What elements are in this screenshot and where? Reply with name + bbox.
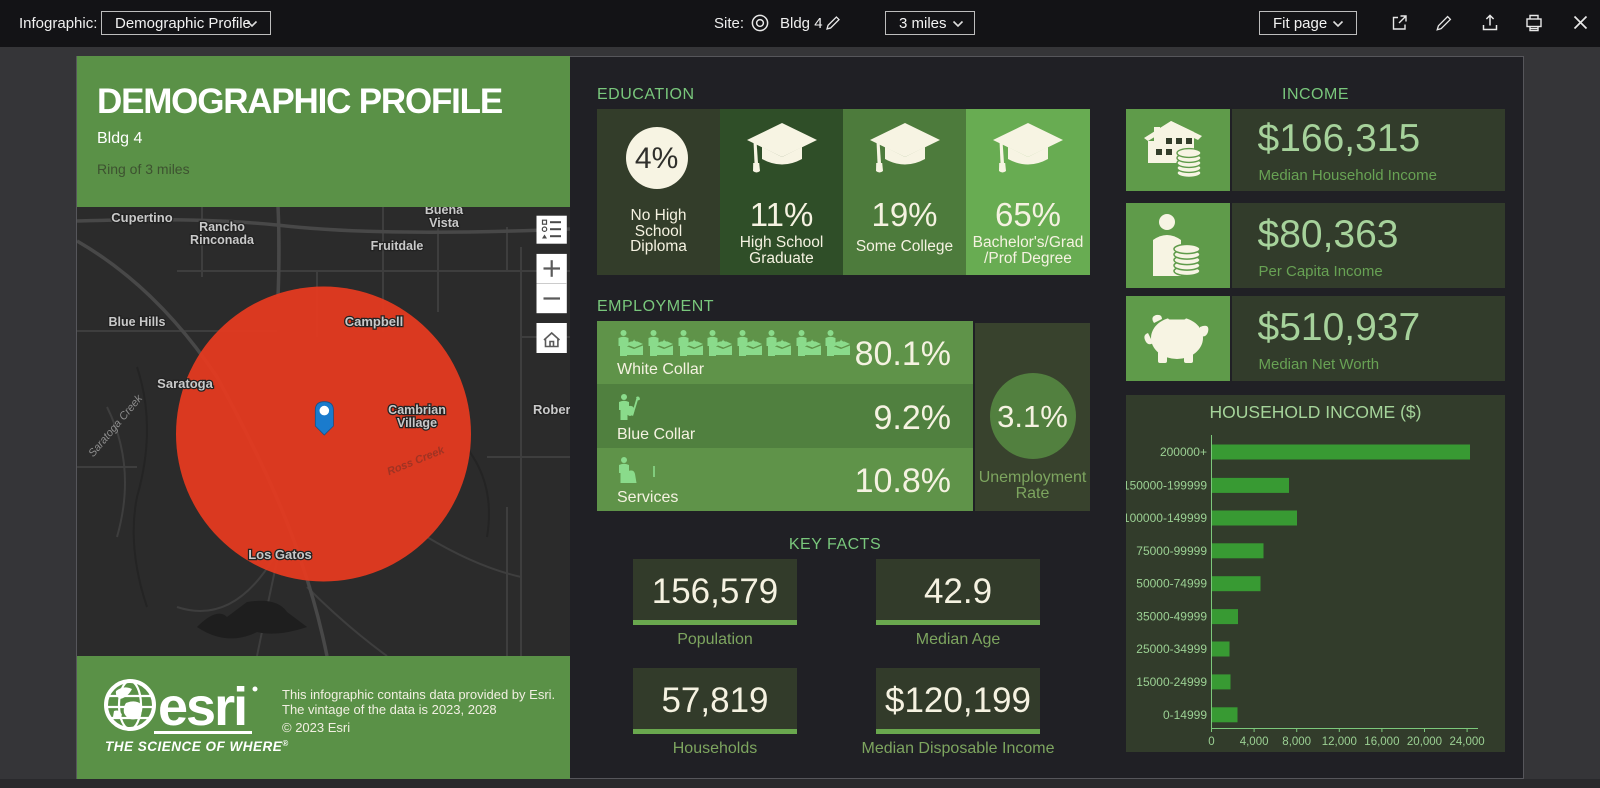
svg-text:Blue Hills: Blue Hills <box>109 315 166 329</box>
svg-text:Campbell: Campbell <box>345 314 404 329</box>
svg-text:35000-49999: 35000-49999 <box>1136 610 1207 624</box>
svg-text:20,000: 20,000 <box>1407 736 1442 748</box>
svg-text:150000-199999: 150000-199999 <box>1126 478 1207 492</box>
svg-text:Los Gatos: Los Gatos <box>248 547 312 562</box>
svg-text:16,000: 16,000 <box>1364 736 1399 748</box>
svg-text:0-14999: 0-14999 <box>1163 708 1207 722</box>
svg-text:12,000: 12,000 <box>1322 736 1357 748</box>
svg-text:Rinconada: Rinconada <box>190 233 255 247</box>
svg-text:25000-34999: 25000-34999 <box>1136 642 1207 656</box>
svg-text:4,000: 4,000 <box>1240 736 1269 748</box>
svg-text:8,000: 8,000 <box>1282 736 1311 748</box>
svg-text:Rancho: Rancho <box>199 220 245 234</box>
svg-text:Buena: Buena <box>425 207 464 217</box>
svg-text:Vista: Vista <box>429 216 460 230</box>
svg-text:Saratoga: Saratoga <box>157 376 213 391</box>
svg-text:Robert: Robert <box>533 402 570 417</box>
svg-text:Fruitdale: Fruitdale <box>371 239 424 253</box>
svg-text:Village: Village <box>397 416 437 430</box>
svg-text:75000-99999: 75000-99999 <box>1136 544 1207 558</box>
svg-text:200000+: 200000+ <box>1160 445 1207 459</box>
svg-text:24,000: 24,000 <box>1450 736 1485 748</box>
svg-text:100000-149999: 100000-149999 <box>1126 511 1207 525</box>
svg-text:Saratoga Creek: Saratoga Creek <box>86 392 145 459</box>
svg-text:15000-24999: 15000-24999 <box>1136 675 1207 689</box>
svg-text:Cupertino: Cupertino <box>111 210 172 225</box>
svg-text:Cambrian: Cambrian <box>388 403 446 417</box>
svg-text:esri: esri <box>158 677 246 737</box>
svg-text:50000-74999: 50000-74999 <box>1136 577 1207 591</box>
svg-text:0: 0 <box>1208 736 1214 748</box>
